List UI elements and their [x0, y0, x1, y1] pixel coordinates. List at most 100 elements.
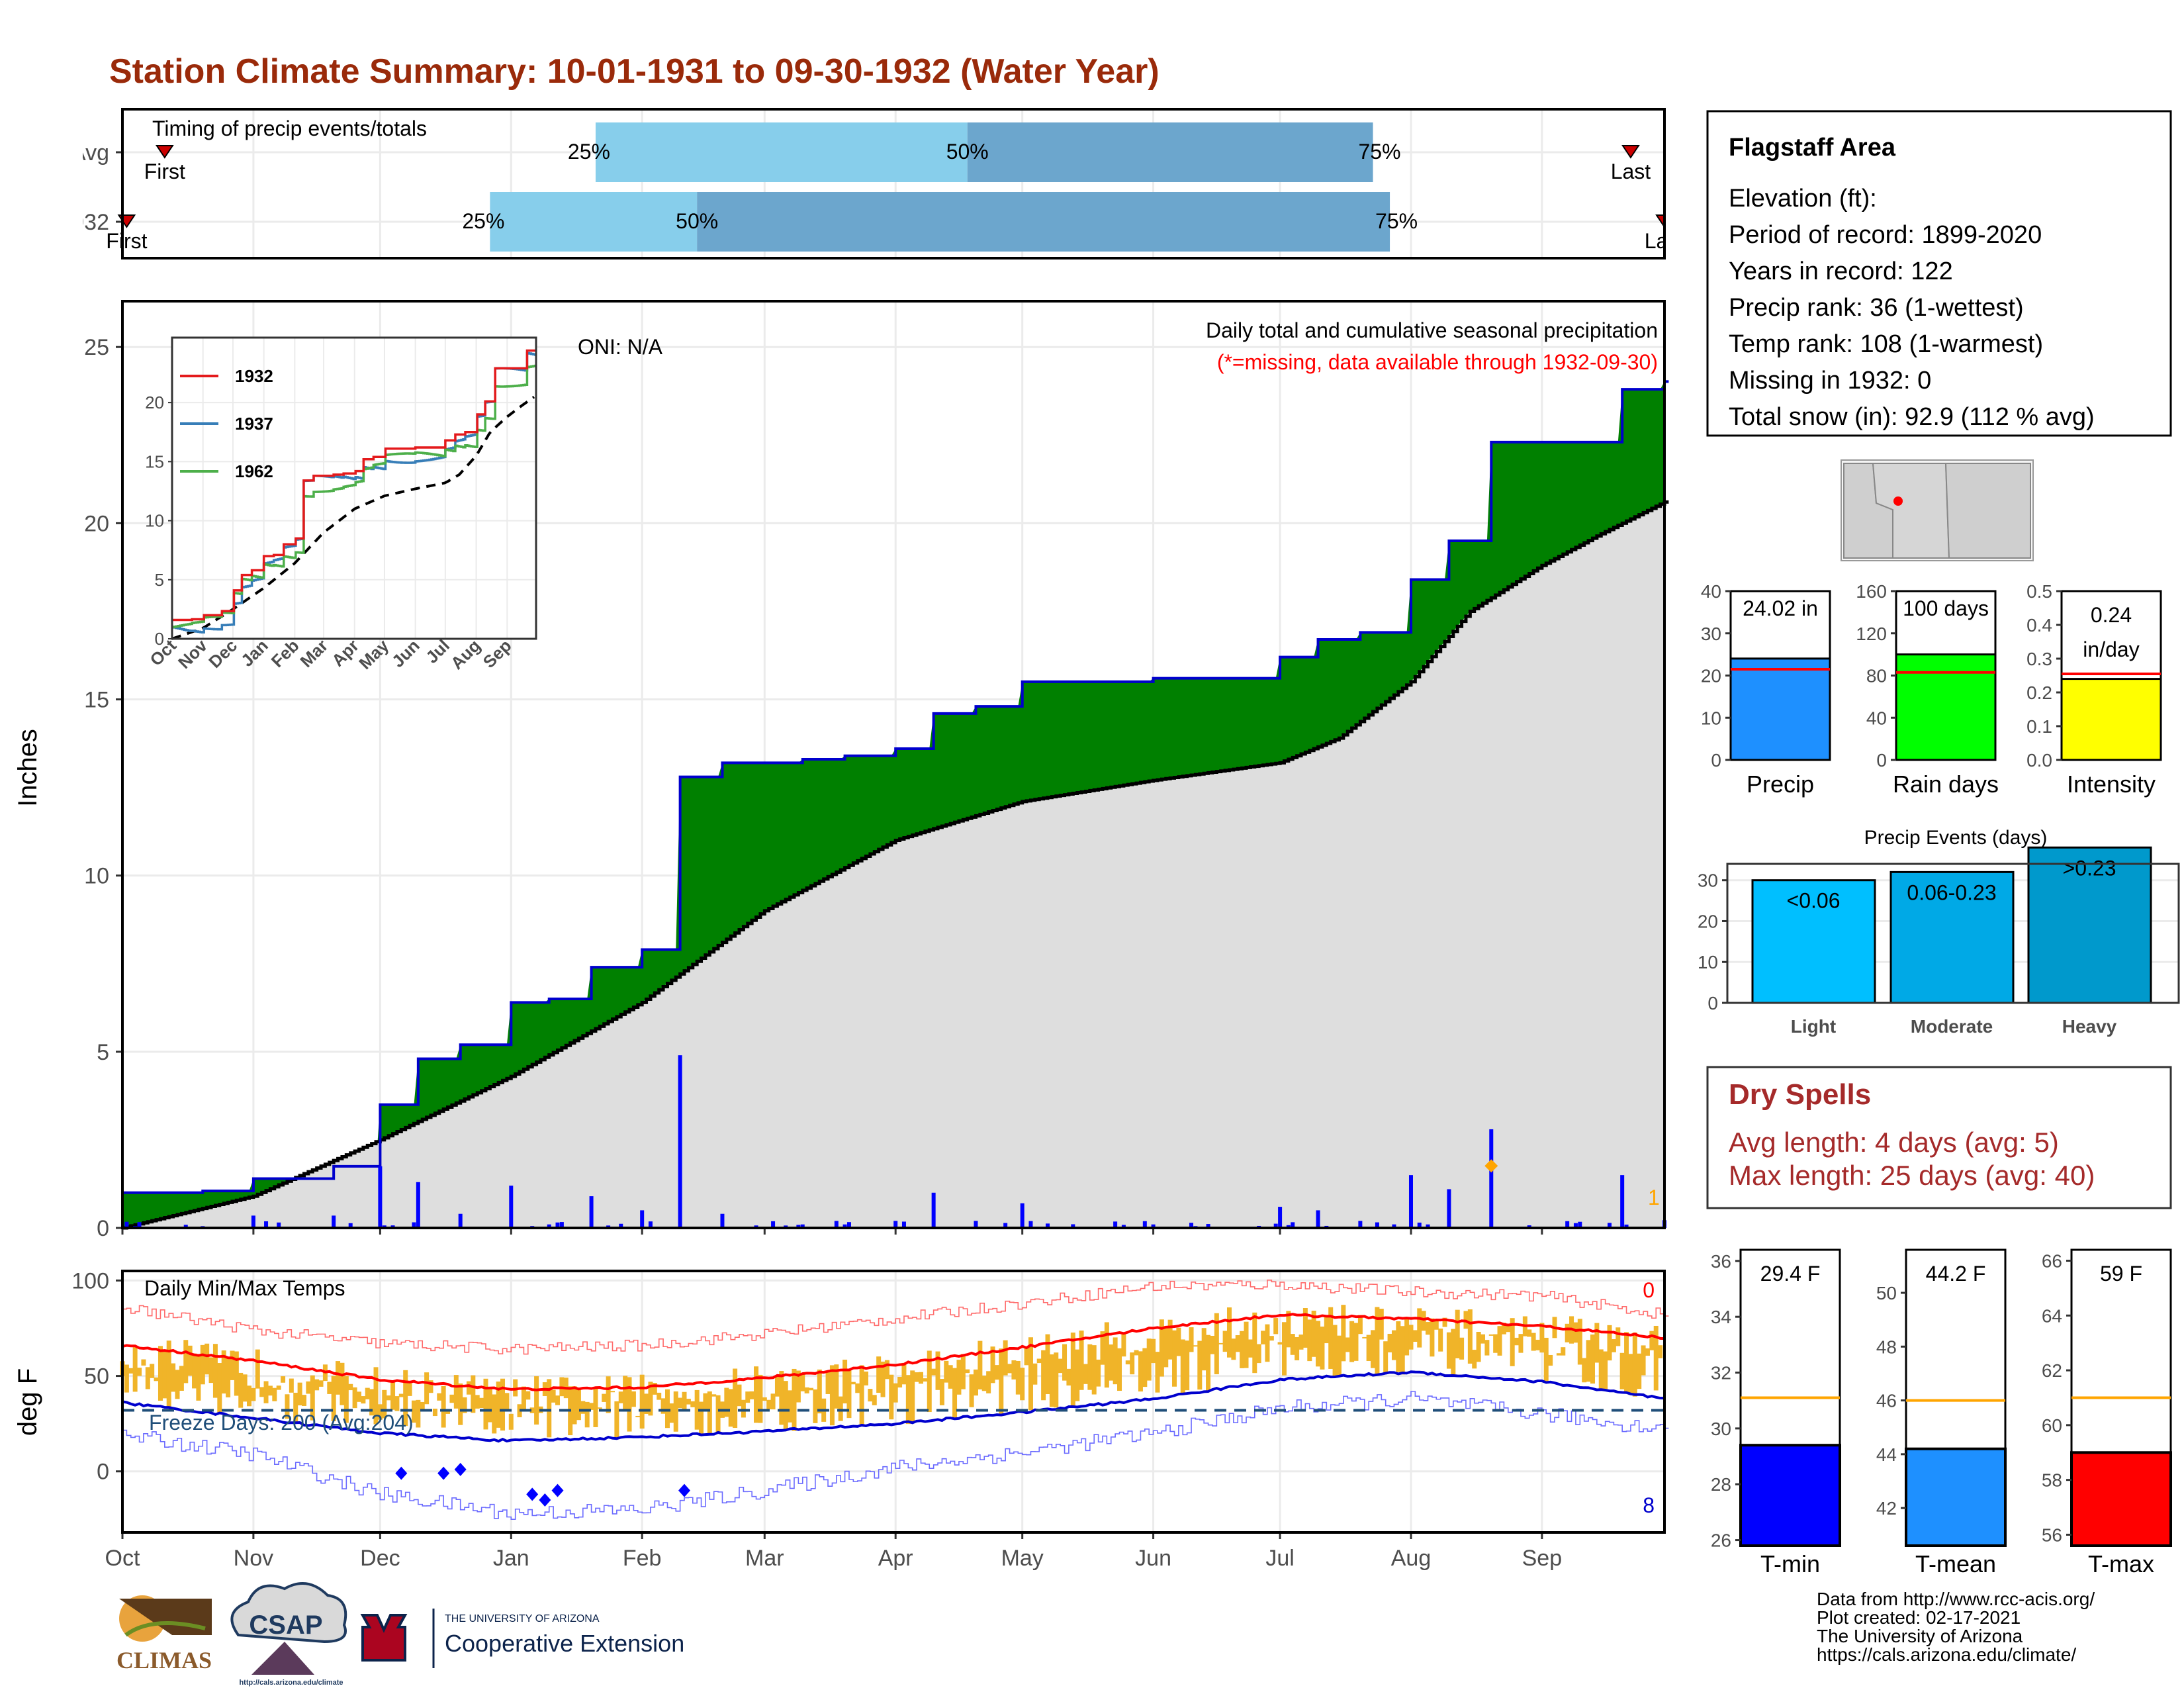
daily-temp-range	[1201, 1328, 1206, 1371]
daily-temp-range	[918, 1372, 923, 1384]
temp-bar-ytick-label: 28	[1711, 1474, 1731, 1495]
daily-temp-range	[610, 1391, 615, 1393]
average-min-line	[122, 1370, 1665, 1443]
timing-bar-q25-q50	[595, 122, 968, 182]
temp-bar-ytick-label: 50	[1876, 1283, 1897, 1303]
daily-temp-range	[1349, 1321, 1355, 1362]
daily-temp-range	[682, 1391, 687, 1410]
daily-temp-range	[1391, 1330, 1396, 1360]
daily-temp-range	[978, 1340, 983, 1389]
summary-ytick-label: 80	[1866, 666, 1887, 686]
temp-bar-ytick-label: 36	[1711, 1251, 1731, 1272]
daily-temp-range	[230, 1350, 235, 1380]
daily-temp-range	[644, 1393, 649, 1414]
temp-yaxis-label: deg F	[13, 1368, 42, 1436]
inset-legend-label: 1937	[235, 414, 273, 434]
first-event-label: First	[106, 229, 147, 253]
summary-bar-name: Rain days	[1893, 771, 1999, 798]
daily-temp-range	[792, 1368, 797, 1431]
temp-bar-ytick-label: 58	[2042, 1470, 2062, 1491]
daily-temp-range	[580, 1401, 586, 1414]
daily-temp-range	[733, 1368, 738, 1429]
daily-temp-range	[623, 1376, 628, 1411]
daily-temp-range	[825, 1371, 831, 1394]
daily-temp-range	[864, 1371, 869, 1385]
daily-temp-range	[602, 1393, 607, 1402]
dry-spells-title: Dry Spells	[1729, 1078, 1871, 1111]
daily-temp-range	[1396, 1321, 1401, 1372]
daily-precip-bar	[1020, 1203, 1024, 1228]
daily-precip-bar	[1113, 1221, 1118, 1228]
temp-ytick-label: 0	[97, 1460, 109, 1485]
daily-temp-range	[1121, 1333, 1126, 1357]
temp-bar-ytick-label: 44	[1876, 1444, 1897, 1465]
daily-temp-range	[179, 1366, 184, 1391]
daily-temp-range	[1598, 1349, 1604, 1389]
daily-temp-range	[715, 1395, 721, 1432]
month-tick-label: Aug	[1391, 1546, 1432, 1571]
daily-temp-range	[1366, 1335, 1371, 1362]
daily-temp-range	[1459, 1337, 1465, 1360]
daily-temp-range	[525, 1391, 531, 1400]
daily-temp-range	[1210, 1335, 1215, 1354]
daily-temp-range	[487, 1387, 492, 1423]
precip-ytick-label: 20	[84, 511, 109, 536]
timing-panel-border	[121, 108, 1666, 259]
event-bar	[2027, 846, 2152, 1004]
daily-temp-range	[1159, 1319, 1164, 1377]
daily-temp-range	[660, 1398, 666, 1414]
events-ytick-label: 30	[1698, 870, 1718, 891]
daily-precip-bar	[1028, 1221, 1033, 1228]
daily-precip-bar	[137, 1222, 142, 1228]
daily-precip-bar	[1408, 1175, 1413, 1228]
daily-precip-bar	[1121, 1225, 1126, 1228]
daily-temp-range	[1493, 1334, 1498, 1353]
daily-temp-range	[1442, 1317, 1447, 1327]
csap-logo-text: CSAP	[249, 1611, 322, 1640]
daily-temp-range	[1011, 1360, 1017, 1380]
daily-temp-range	[158, 1346, 163, 1401]
daily-temp-range	[893, 1383, 898, 1403]
daily-precip-bar	[1358, 1221, 1363, 1228]
precip-ytick-label: 10	[84, 864, 109, 889]
daily-temp-range	[1408, 1325, 1414, 1350]
precip-yaxis-label: Inches	[13, 729, 42, 807]
daily-temp-range	[639, 1374, 645, 1429]
daily-temp-range	[534, 1376, 539, 1425]
daily-precip-bar	[1189, 1223, 1194, 1228]
daily-precip-bar	[846, 1222, 851, 1228]
summary-bar-name: Precip	[1747, 771, 1814, 798]
daily-precip-bar	[619, 1223, 623, 1228]
daily-temp-range	[437, 1393, 442, 1401]
daily-temp-range	[728, 1389, 733, 1427]
daily-precip-bar	[1142, 1221, 1147, 1228]
last-event-label: Last	[1611, 160, 1651, 183]
daily-precip-bar	[1447, 1189, 1451, 1228]
daily-temp-range	[1438, 1329, 1443, 1352]
daily-temp-range	[369, 1389, 375, 1416]
daily-temp-range	[1387, 1333, 1392, 1352]
event-bar-label: <0.06	[1787, 889, 1841, 913]
daily-precip-bar	[800, 1224, 805, 1228]
record-low-marker	[526, 1487, 539, 1501]
temp-bar	[1739, 1444, 1841, 1548]
summary-ytick-label: 160	[1856, 581, 1887, 602]
daily-temp-range	[686, 1399, 691, 1405]
daily-temp-range	[208, 1357, 214, 1383]
inset-series-line	[172, 349, 537, 622]
daily-temp-range	[365, 1387, 370, 1399]
month-tick-label: Apr	[878, 1546, 913, 1571]
station-location-marker	[1893, 496, 1903, 506]
daily-temp-range	[1100, 1331, 1105, 1365]
daily-temp-range	[1036, 1358, 1042, 1364]
timing-p75-label: 75%	[1359, 140, 1401, 164]
timing-p50-label: 50%	[946, 140, 989, 164]
daily-temp-range	[1290, 1334, 1295, 1355]
daily-temp-range	[1104, 1322, 1109, 1388]
station-info-line: Period of record: 1899-2020	[1729, 221, 2042, 249]
temp-panel-label: Daily Min/Max Temps	[144, 1276, 345, 1300]
daily-temp-range	[529, 1407, 535, 1413]
summary-ytick-label: 120	[1856, 624, 1887, 644]
record-low-marker	[437, 1466, 450, 1480]
oni-label: ONI: N/A	[578, 335, 663, 359]
